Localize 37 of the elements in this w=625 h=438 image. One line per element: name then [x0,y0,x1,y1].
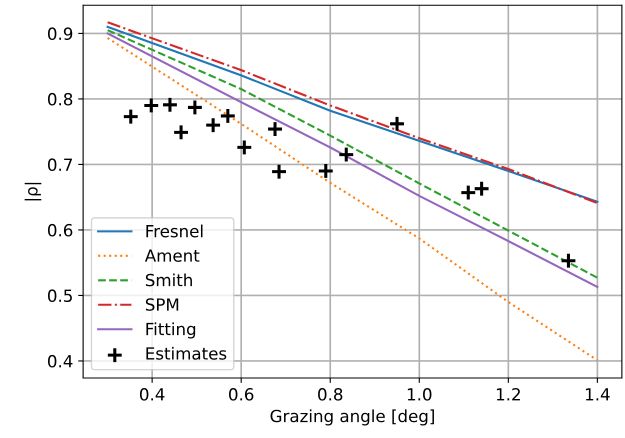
point [172,124,190,141]
legend-label: Ament [144,250,200,262]
x-tick-label: 1.2 [496,388,520,400]
point [270,163,288,180]
point [460,184,477,202]
point [122,108,140,126]
x-tick-label: 0.8 [318,388,342,401]
y-tick-label: 0.9 [48,27,72,40]
x-tick-label: 1.4 [586,388,610,400]
x-axis-title: Grazing angle [deg] [270,409,434,426]
x-tick-label: 0.6 [229,388,254,401]
y-axis-title: |ρ| [24,182,42,200]
y-tick-label: 0.4 [48,354,72,368]
point [236,138,253,156]
point [266,120,284,138]
point [473,180,490,198]
point [338,146,355,164]
legend-label: Fresnel [146,224,202,238]
x-tick-label: 0.4 [140,388,164,401]
line-series [106,36,598,362]
point [204,116,222,134]
legend-label: Estimates [146,346,226,360]
point [161,96,178,114]
point [317,162,334,180]
point [388,115,406,132]
y-tick-label: 0.6 [48,224,72,237]
legend-label: SPM [146,298,178,311]
legend-label: Smith [146,273,192,286]
y-tick-label: 0.7 [48,158,72,172]
legend-label: Fitting [146,322,196,339]
point [186,98,204,116]
point [142,97,160,114]
x-tick-label: 1.0 [408,388,432,401]
point [560,252,577,270]
y-tick-label: 0.8 [48,92,72,106]
y-tick-label: 0.5 [48,289,72,302]
point [219,107,236,124]
